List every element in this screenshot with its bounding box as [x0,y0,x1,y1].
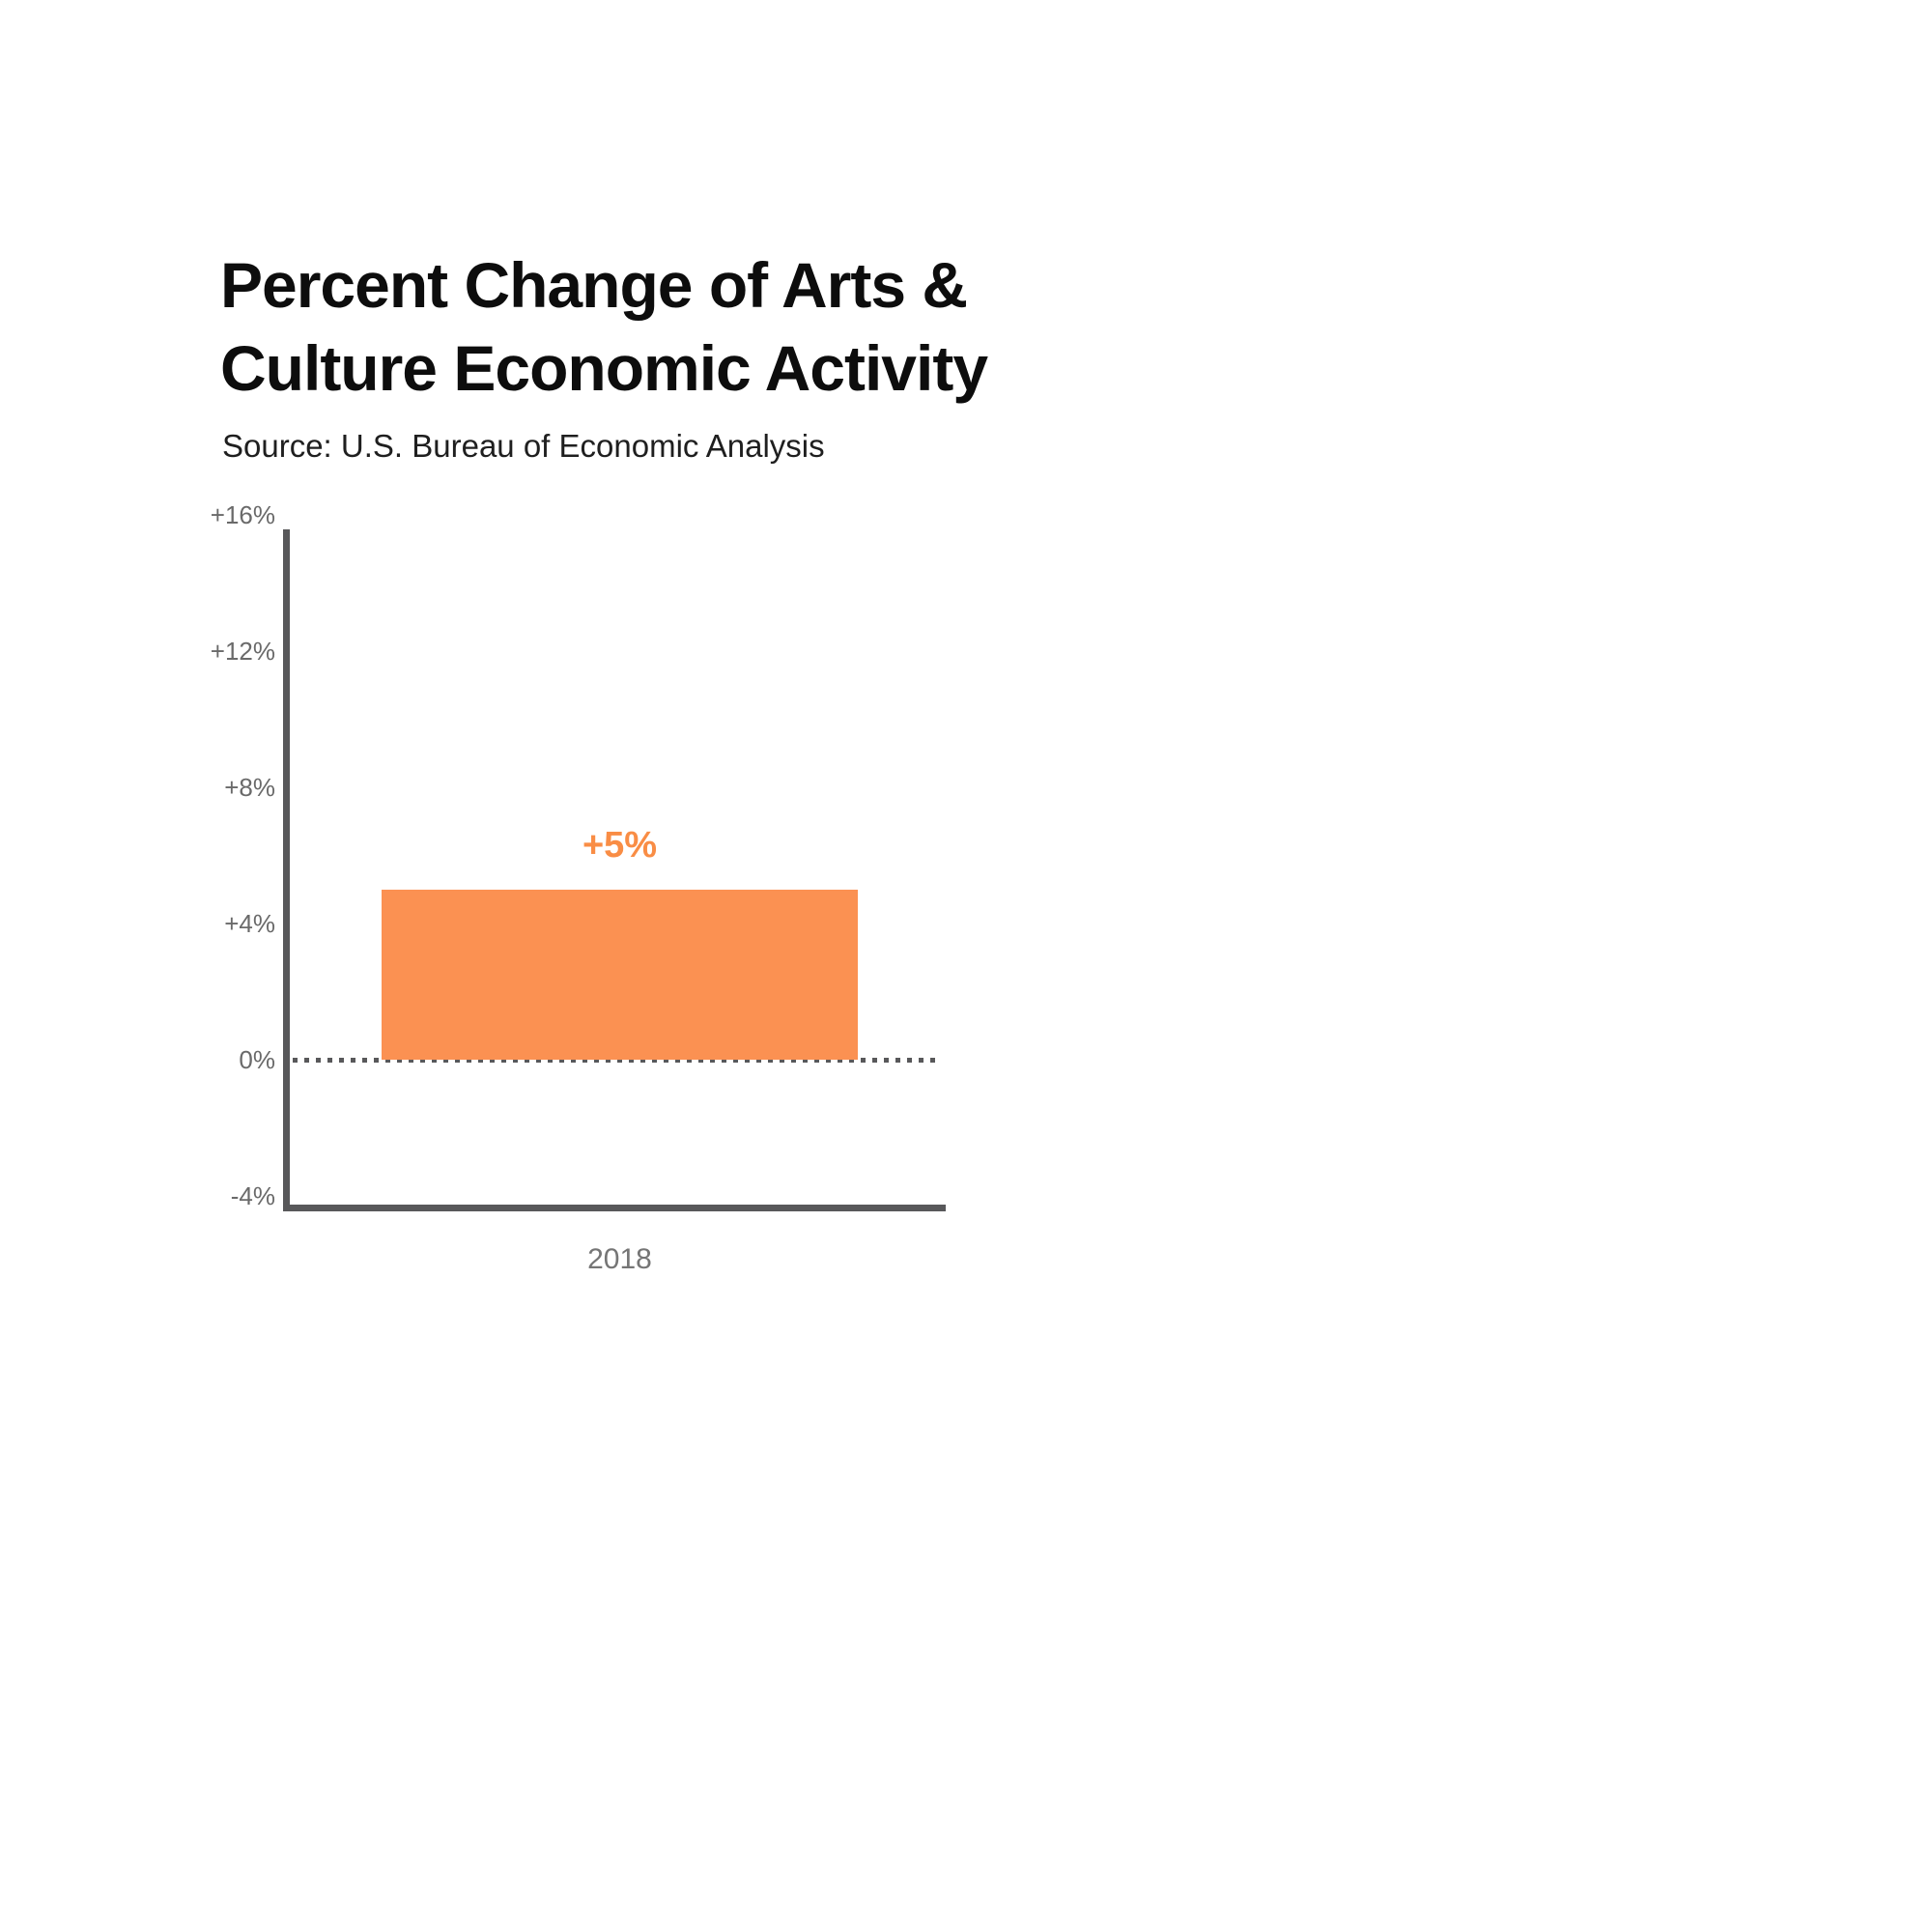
y-tick-label-16: +16% [210,500,275,529]
y-tick-label-12: +12% [210,637,275,666]
x-axis-line [283,1205,946,1211]
source-attribution: Source: U.S. Bureau of Economic Analysis [222,428,825,464]
x-axis-category-label: 2018 [587,1243,652,1275]
chart-title-line2: Culture Economic Activity [220,332,988,404]
y-tick-label--4: -4% [230,1181,275,1210]
y-axis-line [283,529,290,1211]
zero-baseline-dotted-line [293,1058,942,1063]
y-tick-label-8: +8% [224,773,275,802]
chart-title: Percent Change of Arts & Culture Economi… [220,243,1186,410]
y-tick-label-0: 0% [239,1045,275,1074]
bar-2018 [382,889,858,1060]
chart-title-line1: Percent Change of Arts & [220,249,968,321]
bar-value-label: +5% [582,824,658,866]
y-tick-label-4: +4% [224,909,275,938]
